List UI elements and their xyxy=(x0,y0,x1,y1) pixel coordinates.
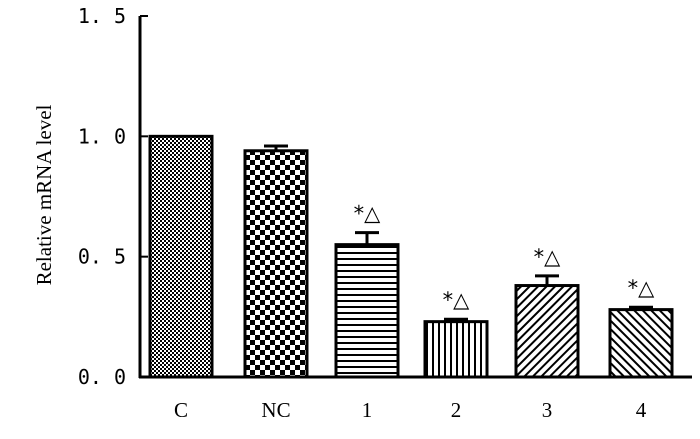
bars: *△ *△ *△ *△ xyxy=(148,134,674,379)
x-axis-labels: C NC 1 2 3 4 xyxy=(174,398,647,422)
bar-3 xyxy=(514,284,580,379)
x-tick-label: NC xyxy=(261,398,290,422)
x-tick-label: 4 xyxy=(636,398,647,422)
y-tick-label: 0. 5 xyxy=(78,245,126,269)
x-tick-label: 3 xyxy=(542,398,553,422)
y-tick-label: 1. 0 xyxy=(78,124,126,148)
x-tick-label: 2 xyxy=(451,398,462,422)
x-tick-label: 1 xyxy=(362,398,373,422)
significance-label: *△ xyxy=(628,276,656,300)
y-axis-title: Relative mRNA level xyxy=(32,104,56,285)
y-axis-ticks: 0. 0 0. 5 1. 0 1. 5 xyxy=(78,4,148,389)
significance-label: *△ xyxy=(443,288,471,312)
y-tick-label: 0. 0 xyxy=(78,365,126,389)
bar-1 xyxy=(334,243,400,379)
significance-label: *△ xyxy=(534,245,562,269)
x-tick-label: C xyxy=(174,398,188,422)
bar-2 xyxy=(423,320,489,379)
y-tick-label: 1. 5 xyxy=(78,4,126,28)
significance-label: *△ xyxy=(354,202,382,226)
bar-4 xyxy=(608,308,674,379)
bar-C xyxy=(148,134,214,379)
bar-NC xyxy=(243,149,309,379)
